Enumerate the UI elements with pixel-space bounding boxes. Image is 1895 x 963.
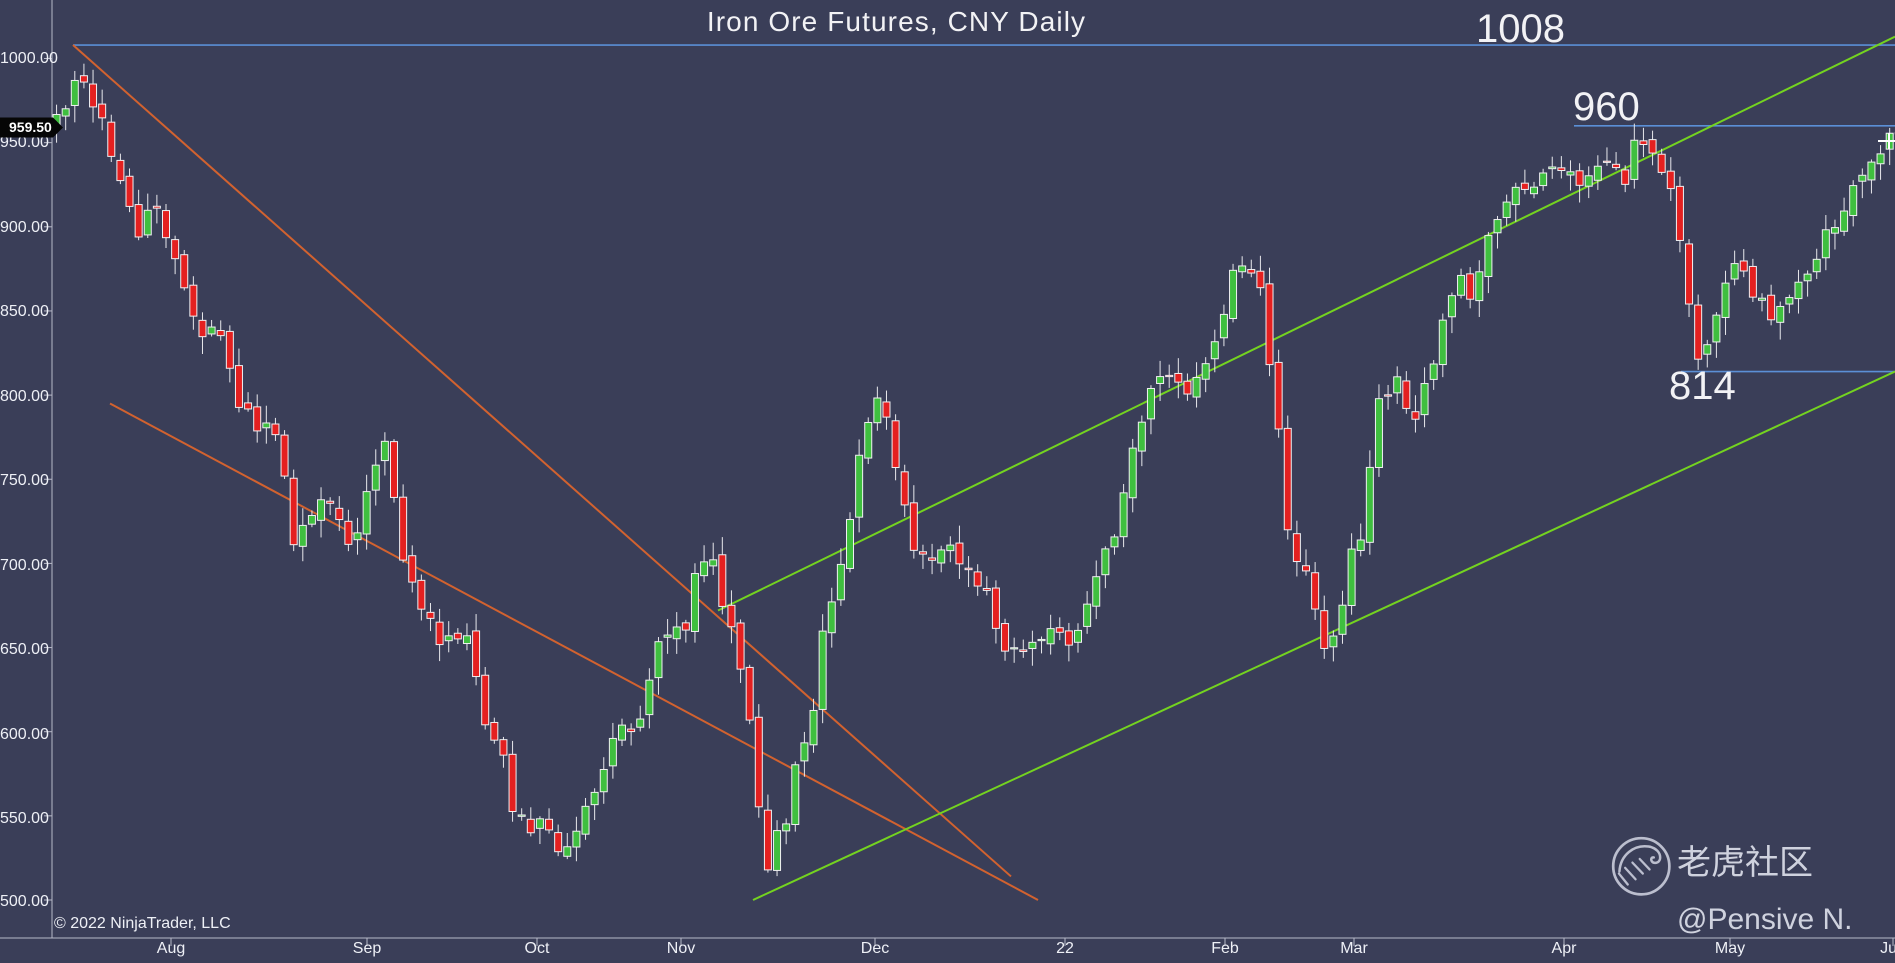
svg-text:老虎社区: 老虎社区 — [1677, 844, 1813, 882]
svg-text:@Pensive N.: @Pensive N. — [1677, 903, 1853, 936]
